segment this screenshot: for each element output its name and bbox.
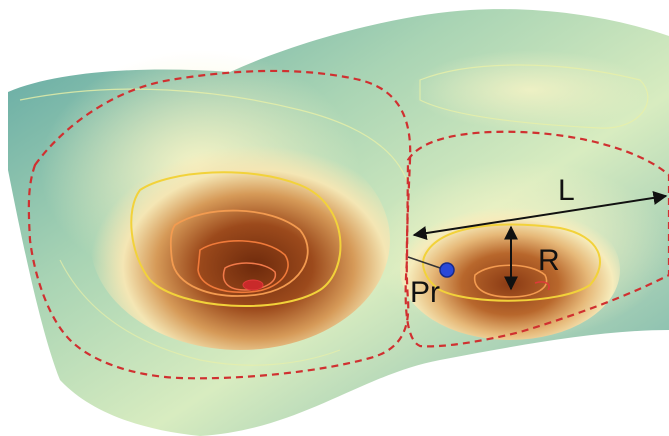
light-region-top [410,50,650,130]
contour-light-3 [59,259,341,366]
right-region-boundary [404,130,669,348]
length-arrow [412,191,668,240]
length-label: L [558,174,575,207]
contour-light-2 [419,64,649,129]
left-contour-inner [197,240,289,294]
point-marker [439,262,455,278]
left-contour-outer [130,171,342,308]
left-minimum [242,279,264,291]
contour-light-1 [19,88,411,191]
left-basin [90,130,390,350]
right-minimum [534,281,550,291]
radius-label: R [538,244,560,277]
point-label: Pr [410,276,440,309]
left-contour-mid [169,209,309,297]
left-contour-core [222,262,277,291]
